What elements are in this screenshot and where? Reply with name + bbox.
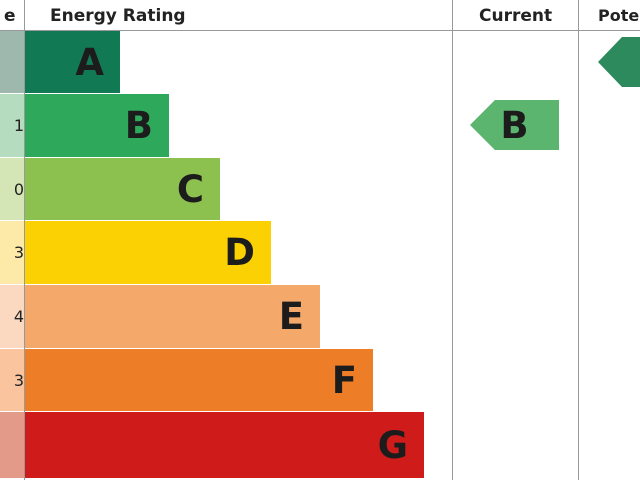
- band-bar-b: B: [25, 94, 169, 157]
- potential-rating-arrow: [598, 37, 640, 87]
- band-score: 3: [0, 221, 24, 284]
- band-letter: F: [331, 358, 357, 402]
- band-letter: E: [278, 295, 304, 338]
- current-header: Current: [479, 6, 553, 26]
- band-bar-g: G: [25, 412, 424, 478]
- band-bar-f: F: [25, 349, 373, 411]
- band-score: 3: [0, 349, 24, 411]
- divider: [578, 0, 579, 480]
- divider: [452, 0, 453, 480]
- band-score: 4: [0, 285, 24, 348]
- band-letter: D: [224, 231, 255, 274]
- band-score: [0, 412, 24, 478]
- band-bar-d: D: [25, 221, 271, 284]
- band-bar-a: A: [25, 31, 120, 93]
- rating-header: Energy Rating: [50, 6, 186, 26]
- divider: [0, 30, 640, 31]
- potential-header: Pote: [598, 6, 640, 25]
- current-rating-arrow: B: [470, 100, 559, 150]
- band-score: [0, 31, 24, 93]
- current-rating-letter: B: [500, 103, 529, 147]
- band-letter: A: [75, 40, 104, 84]
- band-score: 0: [0, 158, 24, 220]
- band-letter: B: [124, 104, 153, 147]
- band-letter: G: [377, 423, 408, 467]
- divider: [24, 0, 25, 480]
- score-header: e: [4, 6, 16, 26]
- band-bar-e: E: [25, 285, 320, 348]
- band-letter: C: [176, 167, 204, 211]
- band-bar-c: C: [25, 158, 220, 220]
- band-score: 1: [0, 94, 24, 157]
